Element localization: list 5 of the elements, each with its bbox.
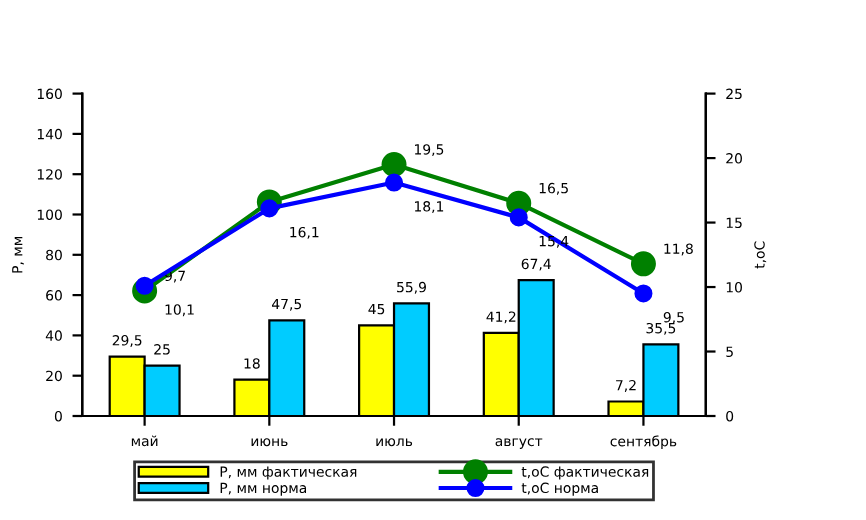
point	[630, 251, 656, 277]
point	[381, 152, 407, 178]
point	[385, 173, 404, 192]
point	[509, 208, 528, 227]
point	[634, 284, 653, 303]
